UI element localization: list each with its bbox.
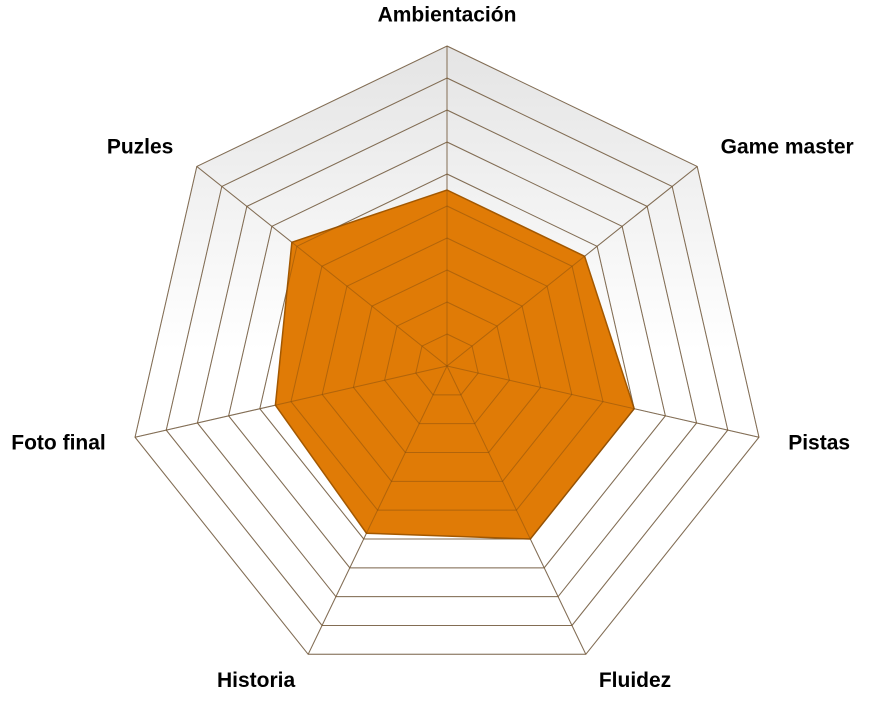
grid-ring [134,45,760,655]
grid-ring-overlay [228,141,666,569]
grid-ring-overlay [321,237,573,482]
grid-ring-overlay [259,173,635,540]
spoke-overlay [307,365,448,655]
category-label: Puzles [107,135,174,158]
category-label: Historia [217,669,296,692]
grid-ring-overlay [134,45,760,655]
grid-ring-overlay [384,301,510,425]
category-label: Fluidez [599,669,671,692]
data-area [274,189,636,540]
grid-ring-overlay [196,109,698,598]
grid-ring-overlay [352,269,542,453]
spoke-overlay [446,166,698,367]
grid-ring [196,109,698,598]
spoke-overlay [196,166,448,367]
category-label: Pistas [788,431,850,454]
grid-ring-overlay [165,77,729,626]
spoke-overlay [134,365,448,438]
grid-ring [165,77,729,626]
category-label: Ambientación [378,4,517,27]
grid-ring [228,141,666,569]
grid-ring-overlay [290,205,604,511]
spoke-overlay [446,365,587,655]
spoke-overlay [446,365,760,438]
category-label: Game master [721,135,854,158]
category-label: Foto final [11,431,105,454]
grid-ring-overlay [415,333,479,396]
